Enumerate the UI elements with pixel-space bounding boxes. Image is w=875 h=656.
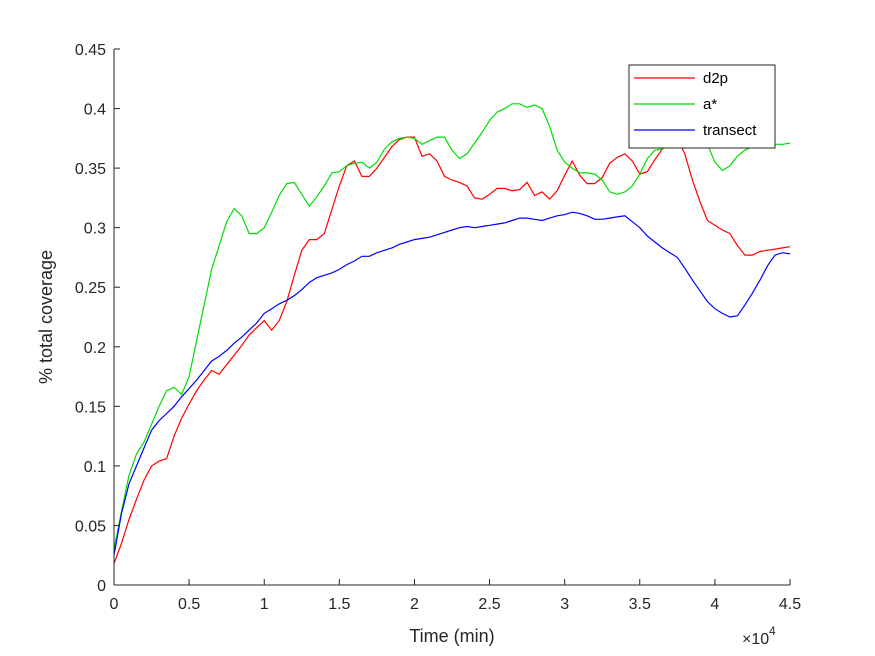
y-tick-label: 0	[97, 578, 106, 595]
x-tick-label: 2	[410, 596, 419, 613]
y-tick-label: 0.3	[84, 221, 106, 238]
y-tick-label: 0.45	[75, 42, 106, 59]
y-tick-label: 0.4	[84, 102, 106, 119]
y-tick-label: 0.35	[75, 161, 106, 178]
x-exponent-label: ×10 4	[742, 624, 776, 648]
x-tick-label: 1	[260, 596, 269, 613]
y-tick-label: 0.05	[75, 518, 106, 535]
y-tick-label: 0.15	[75, 399, 106, 416]
legend-box	[628, 64, 776, 149]
x-tick-label: 4.5	[779, 596, 801, 613]
y-tick-label: 0.1	[84, 459, 106, 476]
y-ticks: 0 0.05 0.1 0.15 0.2 0.25 0.3 0.35 0.4 0.45	[75, 42, 120, 595]
legend-label: d2p	[703, 70, 728, 87]
axes-group	[113, 49, 790, 586]
x-exponent-power: 4	[769, 624, 776, 638]
x-tick-label: 1.5	[328, 596, 350, 613]
x-tick-label: 0	[110, 596, 119, 613]
legend-label: transect	[703, 122, 757, 139]
x-tick-label: 3	[560, 596, 569, 613]
x-tick-label: 0.5	[178, 596, 200, 613]
series-line-transect	[113, 211, 791, 556]
x-axis-title: Time (min)	[409, 626, 494, 646]
y-tick-label: 0.2	[84, 340, 106, 357]
y-tick-label: 0.25	[75, 280, 106, 297]
x-tick-label: 3.5	[629, 596, 651, 613]
legend: d2p a* transect	[628, 64, 776, 149]
x-tick-label: 2.5	[478, 596, 500, 613]
x-ticks: 0 0.5 1 1.5 2 2.5 3 3.5 4 4.5	[110, 579, 801, 613]
x-tick-label: 4	[710, 596, 719, 613]
y-axis-title: % total coverage	[36, 250, 56, 384]
x-exponent-base: ×10	[742, 631, 769, 648]
legend-label: a*	[703, 96, 717, 113]
